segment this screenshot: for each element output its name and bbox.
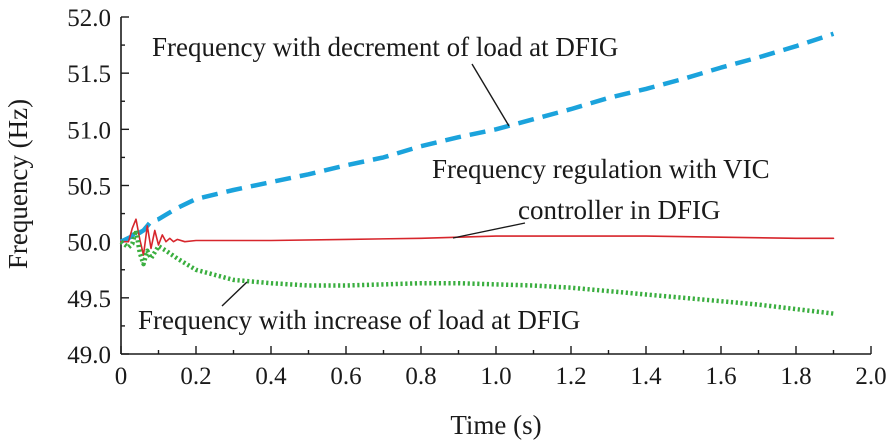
- annotation-vic-leader: [452, 222, 526, 239]
- y-tick-label: 50.0: [67, 230, 111, 257]
- x-tick-label: 0.6: [330, 363, 361, 390]
- x-tick-label: 2.0: [855, 363, 886, 390]
- annotation-decrement-label: Frequency with decrement of load at DFIG: [152, 32, 618, 62]
- y-tick-label: 52.0: [67, 5, 111, 32]
- x-tick-label: 0: [115, 363, 128, 390]
- y-axis-title: Frequency (Hz): [3, 99, 33, 269]
- x-tick-label: 1.6: [705, 363, 736, 390]
- y-tick-label: 49.5: [67, 286, 111, 313]
- y-tick-label: 49.0: [67, 342, 111, 369]
- x-tick-label: 1.0: [480, 363, 511, 390]
- y-tick-label: 51.0: [67, 117, 111, 144]
- annotation-vic-label-line2: controller in DFIG: [518, 195, 720, 225]
- x-tick-label: 1.2: [555, 363, 586, 390]
- x-tick-label: 0.4: [255, 363, 287, 390]
- annotation-increase-leader: [221, 281, 248, 307]
- x-tick-label: 0.8: [405, 363, 436, 390]
- series-line-vic: [120, 218, 835, 256]
- annotations: Frequency with decrement of load at DFIG…: [138, 32, 770, 335]
- series-layer: [119, 31, 835, 316]
- x-tick-label: 1.4: [630, 363, 662, 390]
- series-line-increase: [119, 228, 834, 316]
- x-tick-label: 0.2: [180, 363, 211, 390]
- annotation-decrement-leader: [471, 63, 510, 127]
- y-tick-label: 51.5: [67, 61, 111, 88]
- y-tick-label: 50.5: [67, 174, 111, 201]
- annotation-vic-label-line1: Frequency regulation with VIC: [432, 154, 770, 184]
- series-line-decrement: [120, 31, 835, 244]
- axes: 0 0.2 0.4 0.6 0.8 1.0 1.2 1.4 1.6 1.8 2.0 49.0 49.5 5…: [67, 5, 886, 390]
- annotation-increase-label: Frequency with increase of load at DFIG: [138, 305, 580, 335]
- x-tick-label: 1.8: [780, 363, 811, 390]
- x-axis-title: Time (s): [450, 410, 541, 440]
